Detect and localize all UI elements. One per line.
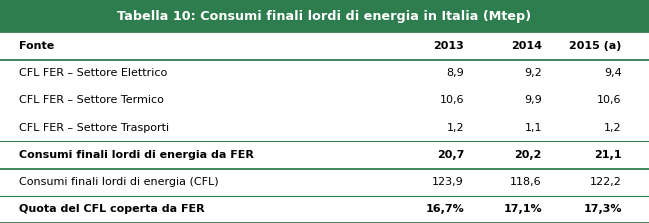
Text: 2014: 2014 [511,41,542,51]
Text: 9,4: 9,4 [604,68,622,78]
Bar [0,0,649,32]
Text: CFL FER – Settore Trasporti: CFL FER – Settore Trasporti [19,123,169,133]
Text: 17,3%: 17,3% [583,204,622,214]
Text: 2013: 2013 [434,41,464,51]
Text: 20,7: 20,7 [437,150,464,160]
Text: 9,2: 9,2 [524,68,542,78]
Text: Fonte: Fonte [19,41,55,51]
Text: Consumi finali lordi di energia da FER: Consumi finali lordi di energia da FER [19,150,254,160]
Text: 118,6: 118,6 [510,177,542,187]
Text: 10,6: 10,6 [597,95,622,105]
Text: CFL FER – Settore Termico: CFL FER – Settore Termico [19,95,164,105]
Text: Quota del CFL coperta da FER: Quota del CFL coperta da FER [19,204,205,214]
Text: 122,2: 122,2 [590,177,622,187]
Text: 8,9: 8,9 [447,68,464,78]
Text: 123,9: 123,9 [432,177,464,187]
Text: 1,1: 1,1 [524,123,542,133]
Text: 10,6: 10,6 [439,95,464,105]
Text: Consumi finali lordi di energia (CFL): Consumi finali lordi di energia (CFL) [19,177,219,187]
Text: 1,2: 1,2 [604,123,622,133]
Text: 17,1%: 17,1% [503,204,542,214]
Text: Tabella 10: Consumi finali lordi di energia in Italia (Mtep): Tabella 10: Consumi finali lordi di ener… [117,10,532,23]
Text: 2015 (a): 2015 (a) [569,41,622,51]
Text: 16,7%: 16,7% [425,204,464,214]
Text: 9,9: 9,9 [524,95,542,105]
Text: 20,2: 20,2 [515,150,542,160]
Text: 1,2: 1,2 [447,123,464,133]
Text: CFL FER – Settore Elettrico: CFL FER – Settore Elettrico [19,68,167,78]
Text: 21,1: 21,1 [594,150,622,160]
